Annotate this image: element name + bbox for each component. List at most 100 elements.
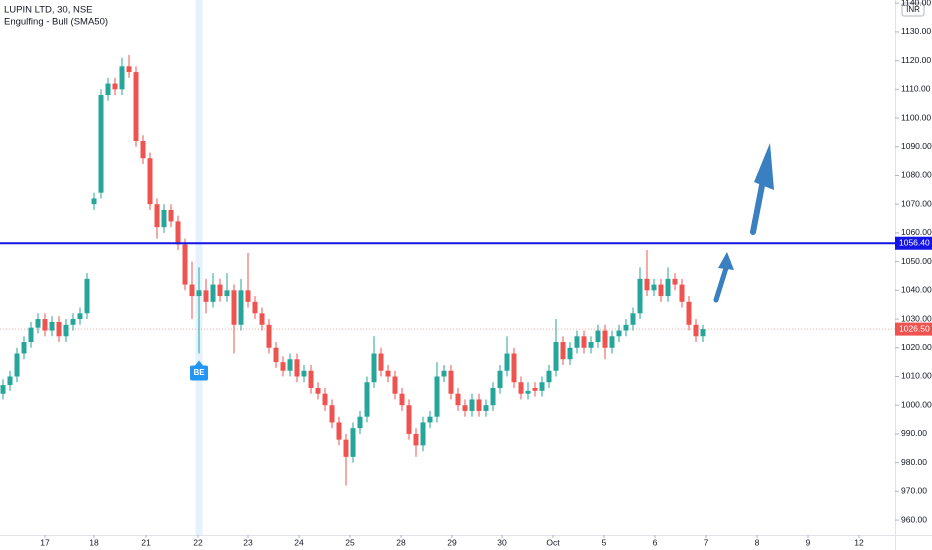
candle-body xyxy=(644,278,650,291)
candle-body xyxy=(98,95,104,193)
plot-area xyxy=(0,0,895,535)
x-tick-label: Oct xyxy=(546,537,560,547)
candle-body xyxy=(21,342,27,354)
candle-body xyxy=(203,290,209,302)
candle-body xyxy=(210,284,216,302)
candle-body xyxy=(497,370,503,388)
candle-body xyxy=(651,284,657,291)
candle-body xyxy=(511,353,517,383)
candle-body xyxy=(581,336,587,348)
candle-body xyxy=(35,319,41,328)
candle-body xyxy=(7,376,13,386)
candle-body xyxy=(350,428,356,457)
x-tick-label: 17 xyxy=(40,537,50,547)
x-tick-label: 21 xyxy=(141,537,151,547)
candle-body xyxy=(301,370,307,377)
signal-label: BE xyxy=(193,368,205,377)
drawn-arrows xyxy=(713,143,774,303)
candle-body xyxy=(161,209,167,228)
candle-body xyxy=(294,359,300,377)
signal-pointer xyxy=(195,360,204,366)
candle-body xyxy=(406,405,412,434)
candle-body xyxy=(259,313,265,325)
x-tick-label: 8 xyxy=(755,537,760,547)
candle-body xyxy=(623,324,629,331)
candle-body xyxy=(553,342,559,371)
candle-body xyxy=(574,336,580,348)
candle-body xyxy=(231,290,237,325)
candle-body xyxy=(630,313,636,325)
candle-body xyxy=(329,405,335,423)
x-tick-label: 18 xyxy=(89,537,99,547)
candle-body xyxy=(588,342,594,348)
y-tick-label: 1090.00 xyxy=(901,141,932,151)
indicator-name: Engulfing - Bull (SMA50) xyxy=(4,17,108,28)
candle-body xyxy=(357,416,363,429)
y-tick-label: 990.00 xyxy=(901,428,927,438)
candle-body xyxy=(455,393,461,406)
candle-body xyxy=(84,278,90,314)
candle-body xyxy=(539,382,545,391)
candle-body xyxy=(217,284,223,297)
currency: INR xyxy=(906,5,920,14)
price-label: 1056.40 xyxy=(899,237,930,247)
candle-body xyxy=(63,324,69,337)
candle-body xyxy=(28,327,34,343)
y-tick-label: 970.00 xyxy=(901,486,927,496)
candle-body xyxy=(700,329,706,337)
y-tick-label: 1070.00 xyxy=(901,198,932,208)
candle-body xyxy=(364,382,370,417)
y-tick-label: 1130.00 xyxy=(901,26,931,36)
y-tick-label: 1040.00 xyxy=(901,285,932,295)
candle-body xyxy=(280,362,286,371)
y-tick-label: 1100.00 xyxy=(901,112,931,122)
candle-body xyxy=(525,390,531,394)
candle-body xyxy=(119,66,125,90)
candle-body xyxy=(70,319,76,325)
candle-body xyxy=(546,370,552,383)
candle-body xyxy=(266,324,272,348)
arrow-head xyxy=(754,143,774,190)
signal-box xyxy=(190,365,209,381)
candle-body xyxy=(147,158,153,205)
candle-body xyxy=(56,321,62,337)
candle-body xyxy=(665,278,671,297)
candle-body xyxy=(518,382,524,394)
y-tick-label: 1140.00 xyxy=(901,0,931,7)
y-tick-label: 980.00 xyxy=(901,457,927,467)
candle-body xyxy=(560,342,566,360)
candle-body xyxy=(504,353,510,371)
candle-body xyxy=(658,284,664,297)
candle-body xyxy=(140,141,146,159)
x-tick-label: 30 xyxy=(497,537,507,547)
candle-body xyxy=(224,290,230,297)
candle-body xyxy=(112,83,118,90)
candle-body xyxy=(476,399,482,411)
candle-body xyxy=(0,385,6,394)
candle-body xyxy=(567,347,573,360)
candle-body xyxy=(14,353,20,377)
arrow xyxy=(713,265,729,303)
y-tick-label: 1000.00 xyxy=(901,399,932,409)
candle-body xyxy=(420,422,426,446)
candle-body xyxy=(532,387,538,391)
x-tick-label: 24 xyxy=(294,537,304,547)
candle-body xyxy=(392,376,398,394)
x-tick-label: 22 xyxy=(193,537,203,547)
x-tick-label: 7 xyxy=(704,537,709,547)
price-label-box xyxy=(895,236,932,250)
candle-body xyxy=(245,290,251,302)
candle-body xyxy=(637,278,643,314)
candle-body xyxy=(490,387,496,406)
candle-body xyxy=(273,347,279,363)
candle-body xyxy=(483,405,489,411)
candle-body xyxy=(448,370,454,394)
x-tick-label: 12 xyxy=(854,537,864,547)
arrow-head xyxy=(718,252,734,270)
candle-body xyxy=(42,319,48,331)
candle-body xyxy=(616,330,622,337)
candle-body xyxy=(91,198,97,205)
candle-body xyxy=(679,284,685,302)
